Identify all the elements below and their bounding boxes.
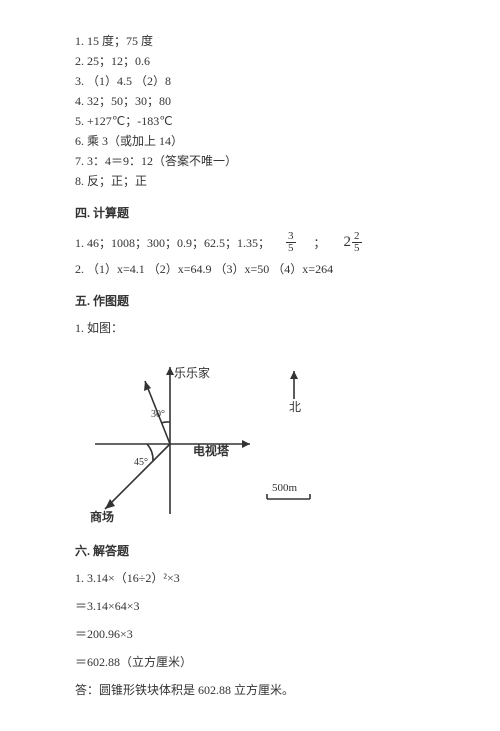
ans-3-4: 4. 32；50；30；80 xyxy=(75,92,425,110)
fraction-3-5: 3 5 xyxy=(286,231,296,254)
heading-6: 六. 解答题 xyxy=(75,542,425,559)
arrow-x-icon xyxy=(242,440,250,448)
diagram: 乐乐家 北 电视塔 商场 500m 30° 45° xyxy=(75,349,425,528)
heading-5: 五. 作图题 xyxy=(75,292,425,309)
line-mall xyxy=(105,444,170,509)
arrow-lele-icon xyxy=(144,381,151,391)
heading-4: 四. 计算题 xyxy=(75,204,425,221)
calc-line-1: 1. 46；1008；300；0.9；62.5；1.35； 3 5 ； 2 2 … xyxy=(75,231,425,254)
solve-4: ＝602.88（立方厘米） xyxy=(75,653,425,671)
solve-2: ＝3.14×64×3 xyxy=(75,597,425,615)
draw-line-1: 1. 如图： xyxy=(75,319,425,337)
arrow-north-icon xyxy=(290,371,298,379)
solve-5: 答：圆锥形铁块体积是 602.88 立方厘米。 xyxy=(75,681,425,699)
label-scale: 500m xyxy=(272,482,298,494)
ans-3-6: 6. 乘 3（或加上 14） xyxy=(75,132,425,150)
solve-3: ＝200.96×3 xyxy=(75,625,425,643)
calc-1-prefix: 1. 46；1008；300；0.9；62.5；1.35； xyxy=(75,234,270,251)
page: 1. 15 度；75 度 2. 25；12；0.6 3. （1）4.5 （2）8… xyxy=(0,0,500,731)
solve-1: 1. 3.14×（16÷2）²×3 xyxy=(75,569,425,587)
section-3-fill: 1. 15 度；75 度 2. 25；12；0.6 3. （1）4.5 （2）8… xyxy=(75,32,425,190)
diagram-svg: 乐乐家 北 电视塔 商场 500m 30° 45° xyxy=(75,349,335,524)
arc-30 xyxy=(161,422,170,423)
label-45: 45° xyxy=(134,457,148,468)
label-north: 北 xyxy=(289,400,301,414)
calc-sep: ； xyxy=(314,234,326,251)
mixed-2-2-5: 2 2 5 xyxy=(344,231,362,254)
label-tv: 电视塔 xyxy=(193,443,230,458)
ans-3-2: 2. 25；12；0.6 xyxy=(75,52,425,70)
calc-line-2: 2. （1）x=4.1 （2）x=64.9 （3）x=50 （4）x=264 xyxy=(75,260,425,278)
ans-3-7: 7. 3：4＝9：12（答案不唯一） xyxy=(75,152,425,170)
arrow-y-icon xyxy=(166,367,174,375)
label-lele: 乐乐家 xyxy=(174,365,210,380)
label-mall: 商场 xyxy=(90,509,114,524)
ans-3-5: 5. +127℃；-183℃ xyxy=(75,112,425,130)
ans-3-1: 1. 15 度；75 度 xyxy=(75,32,425,50)
label-30: 30° xyxy=(151,409,165,420)
ans-3-8: 8. 反；正；正 xyxy=(75,172,425,190)
ans-3-3: 3. （1）4.5 （2）8 xyxy=(75,72,425,90)
